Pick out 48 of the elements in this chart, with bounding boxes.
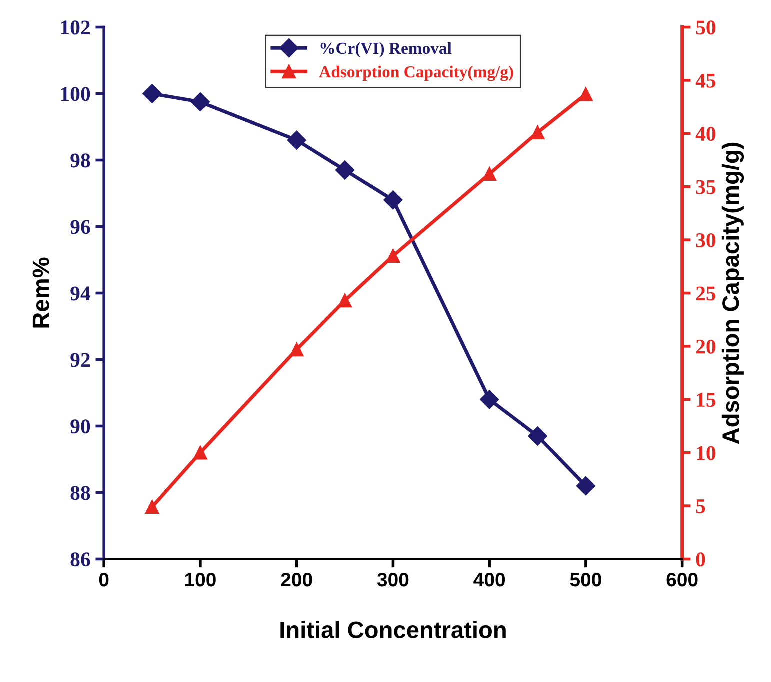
point: [482, 167, 497, 182]
y2-tick-label: 40: [696, 127, 716, 142]
x-tick-label: 600: [666, 572, 698, 587]
point: [386, 249, 400, 263]
point: [145, 500, 160, 514]
x-axis-title: Initial Concentration: [280, 621, 506, 638]
point: [290, 342, 304, 357]
legend-label: %Cr(VI) Removal: [320, 42, 452, 58]
y-tick-label: 102: [61, 20, 90, 35]
point: [287, 130, 306, 150]
y-tick-label: 92: [70, 353, 90, 368]
y2-tick-label: 0: [696, 552, 706, 567]
y2-tick-label: 30: [696, 233, 716, 248]
point: [338, 294, 352, 308]
y2-tick-label: 35: [696, 180, 716, 194]
y2-tick-label: 5: [696, 500, 706, 514]
y2-tick-label: 50: [696, 20, 716, 35]
y2-axis-title: Adsorption Capacity(mg/g): [722, 142, 744, 444]
point: [384, 190, 403, 210]
point: [576, 476, 596, 496]
point: [190, 92, 210, 112]
x-tick-label: 200: [281, 572, 312, 587]
y2-tick-label: 15: [697, 393, 716, 408]
x-tick-label: 500: [570, 572, 602, 587]
y-tick-label: 100: [61, 87, 90, 102]
x-tick-label: 0: [99, 572, 109, 587]
point: [480, 390, 500, 410]
point: [579, 87, 593, 102]
y2-tick-label: 45: [696, 74, 716, 88]
y2-tick-label: 20: [696, 340, 716, 354]
point: [528, 426, 548, 446]
legend-label: Adsorption Capacity(mg/g): [319, 66, 514, 82]
x-tick-label: 400: [474, 572, 506, 587]
x-tick-label: 100: [185, 572, 216, 587]
y-tick-label: 90: [70, 420, 90, 434]
y-axis-title: Rem%: [32, 258, 50, 328]
point: [142, 84, 162, 104]
y-tick-label: 88: [70, 486, 90, 500]
y-tick-label: 86: [70, 552, 90, 567]
y2-tick-label: 10: [697, 446, 716, 460]
y-tick-label: 96: [70, 220, 90, 234]
point: [335, 160, 355, 180]
y-tick-label: 94: [70, 286, 91, 301]
x-tick-label: 300: [377, 572, 409, 587]
point: [530, 126, 545, 140]
y2-tick-label: 25: [696, 286, 716, 301]
point: [194, 446, 208, 460]
y-tick-label: 98: [70, 154, 90, 168]
